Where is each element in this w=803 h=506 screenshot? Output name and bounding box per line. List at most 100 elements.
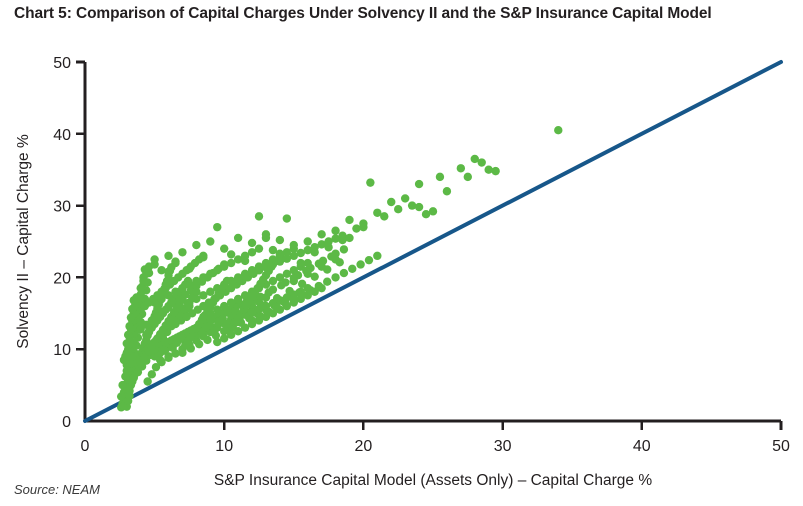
data-point xyxy=(185,264,194,273)
data-point xyxy=(373,208,382,217)
data-point xyxy=(296,258,305,268)
data-point xyxy=(185,280,194,289)
data-point xyxy=(121,352,130,361)
data-point xyxy=(203,335,212,345)
data-point xyxy=(222,276,232,286)
data-point xyxy=(261,230,271,239)
data-point xyxy=(164,267,173,276)
data-point xyxy=(318,256,328,266)
data-point xyxy=(213,337,222,347)
data-point xyxy=(407,201,417,210)
y-axis-tick-label: 20 xyxy=(53,270,71,287)
x-axis-tick-label: 0 xyxy=(81,438,90,455)
data-point xyxy=(303,245,312,255)
data-point xyxy=(435,172,445,182)
data-point xyxy=(233,255,243,264)
data-point xyxy=(484,165,493,174)
data-point xyxy=(306,286,315,295)
data-point xyxy=(272,294,282,303)
data-point xyxy=(194,339,204,349)
data-point xyxy=(260,301,269,310)
data-point xyxy=(254,266,264,275)
data-point xyxy=(143,377,152,386)
data-point xyxy=(314,281,324,291)
data-point xyxy=(268,285,278,294)
data-point xyxy=(206,287,215,296)
data-point xyxy=(323,265,332,274)
data-point xyxy=(317,230,326,239)
y-axis-title: Solvency II – Capital Charge % xyxy=(15,134,32,349)
data-point xyxy=(213,222,222,232)
data-point xyxy=(310,248,319,257)
data-point xyxy=(220,334,229,343)
data-point xyxy=(331,234,340,243)
data-point xyxy=(178,295,187,304)
data-point xyxy=(128,304,137,314)
data-point xyxy=(339,245,349,254)
data-point xyxy=(345,233,354,243)
data-point xyxy=(226,250,236,259)
data-point xyxy=(366,178,375,187)
data-point xyxy=(139,276,148,286)
x-axis-tick-label: 40 xyxy=(633,438,651,455)
data-points-layer xyxy=(116,126,563,412)
data-point xyxy=(136,283,145,293)
data-point xyxy=(199,273,208,282)
data-point xyxy=(268,245,278,255)
data-point xyxy=(164,251,173,261)
data-point xyxy=(125,322,134,331)
data-point xyxy=(256,311,265,321)
x-axis-tick-label: 30 xyxy=(494,438,512,455)
reference-line xyxy=(83,60,783,423)
x-axis-title: S&P Insurance Capital Model (Assets Only… xyxy=(214,472,652,489)
data-point xyxy=(331,273,340,282)
data-point xyxy=(387,197,396,207)
data-point xyxy=(272,303,282,312)
data-point xyxy=(470,154,479,164)
data-point xyxy=(226,298,236,307)
data-point xyxy=(554,126,563,135)
data-point xyxy=(142,269,151,279)
data-point xyxy=(144,262,154,271)
data-point xyxy=(463,172,472,182)
data-point xyxy=(240,323,250,332)
data-point xyxy=(267,262,276,271)
data-point xyxy=(247,248,257,257)
data-point xyxy=(164,352,173,361)
data-point xyxy=(147,370,157,379)
data-point xyxy=(414,179,424,189)
data-point xyxy=(282,248,292,257)
data-point xyxy=(297,279,307,289)
data-point xyxy=(213,305,222,314)
source-note: Source: NEAM xyxy=(14,482,100,497)
data-point xyxy=(281,278,290,287)
x-axis-tick-label: 50 xyxy=(772,438,790,455)
data-point xyxy=(442,187,452,196)
data-point xyxy=(192,240,201,250)
data-point xyxy=(171,287,180,296)
data-point xyxy=(247,316,257,325)
data-point xyxy=(247,308,257,317)
data-point xyxy=(297,290,307,299)
data-point xyxy=(364,255,374,265)
data-point xyxy=(456,164,466,173)
data-point xyxy=(233,294,243,304)
parity-reference-line xyxy=(83,60,783,423)
data-point xyxy=(275,249,285,258)
data-point xyxy=(323,277,332,286)
data-point xyxy=(206,237,215,246)
axes-layer xyxy=(76,60,783,430)
data-point xyxy=(213,266,222,275)
data-point xyxy=(192,287,201,296)
data-point xyxy=(324,243,333,252)
data-point xyxy=(157,266,166,275)
data-point xyxy=(247,268,257,278)
data-point xyxy=(126,313,136,322)
data-point xyxy=(164,291,173,300)
data-point xyxy=(275,273,285,282)
data-point xyxy=(400,194,410,203)
y-axis-tick-label: 40 xyxy=(53,127,71,144)
data-point xyxy=(338,235,347,245)
